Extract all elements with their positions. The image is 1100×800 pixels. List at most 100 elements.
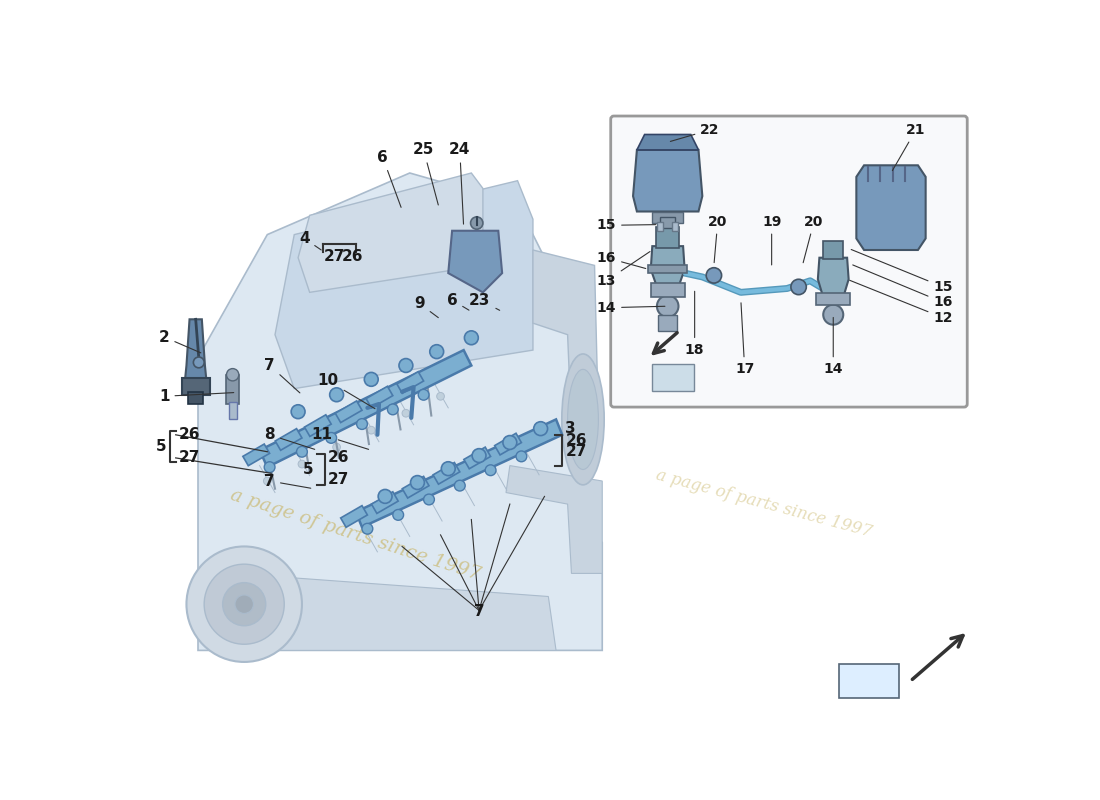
Text: 7: 7 <box>264 474 311 489</box>
Text: 15: 15 <box>851 250 953 294</box>
Text: 27: 27 <box>178 450 200 466</box>
Circle shape <box>227 369 239 381</box>
Ellipse shape <box>568 370 598 470</box>
Text: 26: 26 <box>565 434 586 449</box>
Circle shape <box>706 268 722 283</box>
Text: 14: 14 <box>596 301 664 314</box>
Text: 14: 14 <box>824 318 843 376</box>
Circle shape <box>297 446 307 457</box>
Circle shape <box>424 494 434 505</box>
Circle shape <box>292 405 305 418</box>
Bar <box>227 374 239 404</box>
Text: 9: 9 <box>415 296 438 318</box>
Text: 27: 27 <box>565 444 586 459</box>
Text: 20: 20 <box>708 214 727 262</box>
Bar <box>188 393 204 404</box>
Text: 23: 23 <box>470 293 499 310</box>
Text: 5: 5 <box>156 439 166 454</box>
Circle shape <box>326 433 337 443</box>
Circle shape <box>205 564 284 644</box>
Circle shape <box>454 480 465 491</box>
Circle shape <box>356 418 367 430</box>
Bar <box>672 222 679 230</box>
Circle shape <box>657 295 679 317</box>
Bar <box>336 401 362 422</box>
Text: 12: 12 <box>849 280 953 325</box>
Circle shape <box>362 523 373 534</box>
Text: 17: 17 <box>735 303 755 376</box>
Circle shape <box>378 490 392 503</box>
Polygon shape <box>856 166 926 250</box>
Circle shape <box>418 390 429 400</box>
Circle shape <box>441 462 455 476</box>
Circle shape <box>437 393 444 400</box>
Circle shape <box>235 595 253 614</box>
Bar <box>823 241 844 259</box>
Bar <box>651 283 684 297</box>
Text: 27: 27 <box>328 472 349 487</box>
Text: 20: 20 <box>803 214 824 262</box>
Text: 6: 6 <box>377 150 402 207</box>
Bar <box>659 315 676 331</box>
Text: 15: 15 <box>596 218 656 232</box>
Text: 24: 24 <box>449 142 471 224</box>
Polygon shape <box>275 181 534 389</box>
Text: 16: 16 <box>596 250 646 269</box>
Circle shape <box>222 582 266 626</box>
Circle shape <box>367 426 375 434</box>
Bar <box>656 227 680 249</box>
Polygon shape <box>218 574 556 650</box>
Bar <box>229 402 236 419</box>
Circle shape <box>516 451 527 462</box>
Bar <box>305 414 331 437</box>
Circle shape <box>186 546 301 662</box>
Circle shape <box>393 510 404 520</box>
Circle shape <box>534 422 548 435</box>
Circle shape <box>399 358 412 373</box>
Circle shape <box>791 279 806 294</box>
Polygon shape <box>260 350 472 467</box>
Text: 2: 2 <box>158 330 201 353</box>
Text: 1: 1 <box>160 389 233 404</box>
Text: 26: 26 <box>178 427 200 442</box>
Circle shape <box>330 388 343 402</box>
Text: 27: 27 <box>323 249 345 264</box>
Bar <box>403 476 429 498</box>
Bar <box>464 447 491 469</box>
Text: 25: 25 <box>412 142 438 205</box>
Text: 22: 22 <box>670 123 719 142</box>
Bar <box>652 211 683 223</box>
Bar <box>660 217 675 229</box>
Circle shape <box>264 462 275 473</box>
Text: 16: 16 <box>852 265 953 310</box>
Circle shape <box>503 435 517 450</box>
Circle shape <box>472 449 486 462</box>
Polygon shape <box>534 250 598 427</box>
Text: 3: 3 <box>565 421 576 436</box>
Bar <box>649 266 686 273</box>
Text: 11: 11 <box>311 427 368 450</box>
Circle shape <box>332 443 341 451</box>
Bar <box>495 434 521 455</box>
Circle shape <box>298 460 306 468</box>
Text: 19: 19 <box>762 214 781 265</box>
Bar <box>651 364 694 391</box>
Polygon shape <box>651 246 684 285</box>
Polygon shape <box>634 150 703 211</box>
Bar <box>816 293 850 306</box>
Text: 13: 13 <box>596 251 650 288</box>
Circle shape <box>410 476 425 490</box>
Polygon shape <box>449 230 502 292</box>
Bar <box>243 444 270 466</box>
FancyBboxPatch shape <box>610 116 967 407</box>
Polygon shape <box>298 173 483 292</box>
Ellipse shape <box>562 354 604 485</box>
Bar <box>182 378 209 394</box>
Bar <box>275 429 301 450</box>
Polygon shape <box>198 173 603 650</box>
Text: 8: 8 <box>264 427 315 450</box>
Polygon shape <box>637 134 698 150</box>
Text: a page of parts since 1997: a page of parts since 1997 <box>654 467 873 541</box>
Circle shape <box>464 331 478 345</box>
Circle shape <box>194 357 205 368</box>
